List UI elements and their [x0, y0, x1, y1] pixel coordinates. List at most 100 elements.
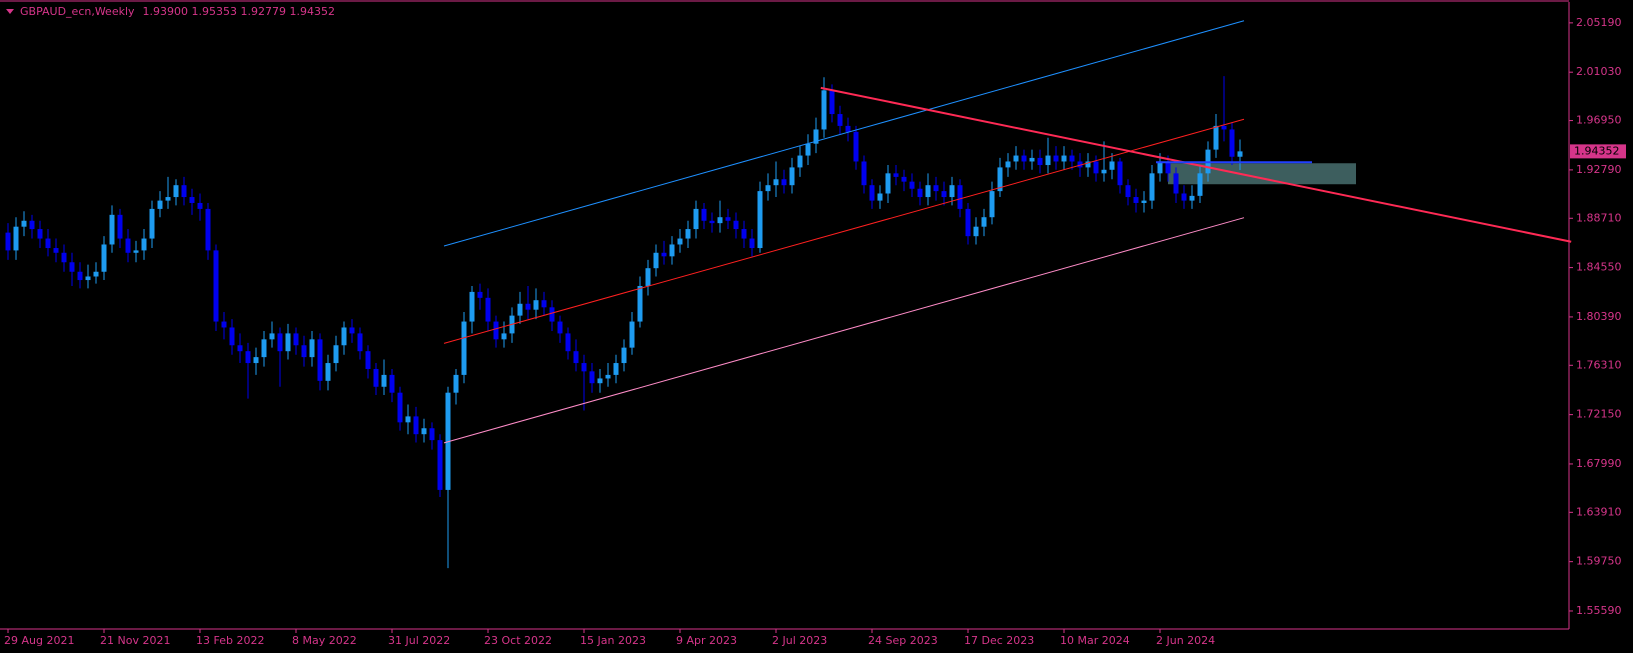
candle-body [933, 185, 939, 192]
ohlc-readout: 1.93900 1.95353 1.92779 1.94352 [143, 5, 335, 18]
candle-body [789, 167, 795, 186]
last-price-label: 1.94352 [1574, 144, 1620, 157]
candle-body [845, 125, 851, 132]
candle-body [317, 339, 323, 381]
x-tick-label: 10 Mar 2024 [1060, 634, 1130, 647]
candle-body [749, 238, 755, 249]
candle-body [645, 268, 651, 286]
candle-body [1085, 161, 1091, 168]
candle-body [997, 167, 1003, 192]
candle-body [549, 307, 555, 322]
candle-body [637, 285, 643, 322]
candle-body [213, 250, 219, 322]
candle-body [245, 351, 251, 364]
candle-body [917, 188, 923, 198]
candle-body [1141, 200, 1147, 203]
x-tick-label: 8 May 2022 [292, 634, 357, 647]
candle-body [309, 339, 315, 358]
candle-body [325, 363, 331, 381]
x-tick-label: 13 Feb 2022 [196, 634, 264, 647]
candle-body [661, 252, 667, 257]
candle-body [869, 185, 875, 201]
candle-body [893, 173, 899, 177]
candle-body [757, 191, 763, 249]
candle-body [125, 238, 131, 253]
candle-body [1013, 155, 1019, 162]
candle-body [21, 220, 27, 227]
candle-body [341, 327, 347, 346]
candle-body [229, 327, 235, 346]
trend-line [443, 20, 1245, 247]
candle-body [901, 176, 907, 182]
candle-body [813, 129, 819, 144]
candle-body [733, 220, 739, 230]
candle-body [853, 131, 859, 162]
candle-body [469, 291, 475, 322]
candle-body [941, 191, 947, 198]
candle-body [717, 217, 723, 224]
x-tick-label: 24 Sep 2023 [868, 634, 938, 647]
candle-body [669, 244, 675, 257]
candle-body [357, 333, 363, 352]
candle-body [949, 185, 955, 198]
candle-body [805, 143, 811, 156]
candle-body [277, 333, 283, 352]
candle-body [685, 229, 691, 239]
y-tick-label: 1.59750 [1576, 555, 1622, 568]
x-tick-label: 23 Oct 2022 [484, 634, 552, 647]
candle-body [261, 339, 267, 358]
candle-body [973, 226, 979, 237]
candle-body [1069, 155, 1075, 162]
candle-body [557, 321, 563, 334]
candle-body [173, 185, 179, 198]
candle-body [421, 428, 427, 435]
candle-body [181, 185, 187, 198]
y-tick-label: 2.05190 [1576, 16, 1622, 29]
candle-body [141, 238, 147, 251]
y-tick-label: 1.76310 [1576, 358, 1622, 371]
x-tick-label: 21 Nov 2021 [100, 634, 170, 647]
candle-body [349, 327, 355, 334]
candle-body [837, 114, 843, 126]
candle-body [293, 333, 299, 346]
candle-body [1077, 161, 1083, 168]
candle-body [741, 229, 747, 239]
y-tick-label: 1.72150 [1576, 408, 1622, 421]
candle-body [29, 220, 35, 230]
y-tick-label: 1.84550 [1576, 261, 1622, 274]
candle-body [1053, 155, 1059, 162]
candle-body [133, 250, 139, 253]
candle-body [397, 392, 403, 423]
candle-body [909, 181, 915, 189]
trend-line [443, 217, 1245, 444]
candle-body [53, 248, 59, 253]
candle-body [109, 214, 115, 245]
candle-body [461, 321, 467, 375]
candle-body [885, 173, 891, 194]
candle-body [13, 226, 19, 251]
candle-body [205, 208, 211, 251]
y-tick-label: 1.88710 [1576, 211, 1622, 224]
candle-body [1189, 195, 1195, 201]
candle-body [709, 220, 715, 224]
y-tick-label: 2.01030 [1576, 65, 1622, 78]
x-tick-label: 2 Jun 2024 [1156, 634, 1215, 647]
candle-body [477, 291, 483, 298]
y-tick-label: 1.96950 [1576, 114, 1622, 127]
candle-body [117, 214, 123, 239]
candle-body [989, 191, 995, 218]
candle-body [517, 303, 523, 316]
candle-body [957, 185, 963, 209]
candle-body [693, 208, 699, 230]
candle-body [797, 155, 803, 168]
candle-body [381, 374, 387, 387]
candle-body [821, 90, 827, 130]
x-tick-label: 2 Jul 2023 [772, 634, 827, 647]
candle-body [1101, 169, 1107, 174]
candle-body [85, 276, 91, 281]
candle-body [525, 303, 531, 310]
candle-body [877, 193, 883, 201]
